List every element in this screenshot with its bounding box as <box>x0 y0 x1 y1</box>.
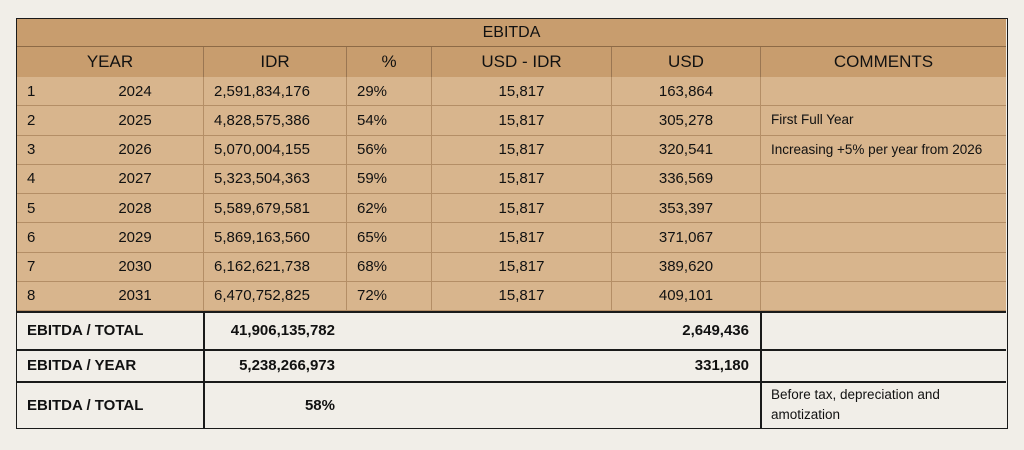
table-cell-year: 2025 <box>67 106 204 136</box>
table-cell-rate: 15,817 <box>432 281 612 311</box>
summary-cell-usd <box>612 382 761 428</box>
table-cell-comment <box>761 194 1006 224</box>
summary-cell-comment <box>761 350 1006 381</box>
table-cell-idr: 6,470,752,825 <box>204 281 347 311</box>
header-idr: IDR <box>204 47 347 77</box>
table-cell-idr: 5,070,004,155 <box>204 135 347 165</box>
divider <box>17 349 1006 351</box>
table-cell-n: 8 <box>17 281 67 311</box>
header-percent: % <box>347 47 432 77</box>
table-cell-idr: 2,591,834,176 <box>204 77 347 107</box>
summary-cell-idr: 58% <box>204 382 347 428</box>
table-cell-comment: Increasing +5% per year from 2026 <box>761 135 1006 165</box>
table-cell-rate: 15,817 <box>432 223 612 253</box>
divider <box>17 311 1006 313</box>
table-cell-idr: 6,162,621,738 <box>204 252 347 282</box>
table-cell-usd: 409,101 <box>612 281 761 311</box>
table-cell-year: 2026 <box>67 135 204 165</box>
table-cell-pct: 65% <box>347 223 432 253</box>
table-cell-year: 2027 <box>67 164 204 194</box>
table-cell-comment <box>761 77 1006 107</box>
summary-cell-comment: Before tax, depreciation and amotization <box>761 382 1006 428</box>
summary-cell-usd: 2,649,436 <box>612 312 761 349</box>
table-cell-year: 2029 <box>67 223 204 253</box>
summary-cell-idr: 5,238,266,973 <box>204 350 347 381</box>
divider <box>203 311 205 428</box>
table-cell-idr: 5,589,679,581 <box>204 194 347 224</box>
table-cell-usd: 320,541 <box>612 135 761 165</box>
table-cell-n: 2 <box>17 106 67 136</box>
ebitda-table: EBITDA YEAR IDR % USD - IDR USD COMMENTS… <box>16 18 1008 429</box>
table-cell-pct: 54% <box>347 106 432 136</box>
table-cell-n: 3 <box>17 135 67 165</box>
summary-cell-label: EBITDA / YEAR <box>17 350 203 381</box>
header-usd-idr: USD - IDR <box>432 47 612 77</box>
table-cell-pct: 68% <box>347 252 432 282</box>
divider <box>760 311 762 428</box>
table-cell-n: 1 <box>17 77 67 107</box>
table-cell-pct: 29% <box>347 77 432 107</box>
table-cell-n: 7 <box>17 252 67 282</box>
table-cell-usd: 371,067 <box>612 223 761 253</box>
header-usd: USD <box>612 47 761 77</box>
table-cell-usd: 389,620 <box>612 252 761 282</box>
table-cell-pct: 72% <box>347 281 432 311</box>
summary-cell-label: EBITDA / TOTAL <box>17 382 203 428</box>
table-cell-comment <box>761 223 1006 253</box>
table-cell-rate: 15,817 <box>432 164 612 194</box>
table-cell-usd: 163,864 <box>612 77 761 107</box>
table-cell-rate: 15,817 <box>432 252 612 282</box>
table-cell-comment <box>761 281 1006 311</box>
table-cell-n: 4 <box>17 164 67 194</box>
header-comments: COMMENTS <box>761 47 1006 77</box>
table-cell-idr: 5,869,163,560 <box>204 223 347 253</box>
summary-cell-usd: 331,180 <box>612 350 761 381</box>
header-year: YEAR <box>17 47 204 77</box>
table-cell-usd: 336,569 <box>612 164 761 194</box>
table-cell-pct: 59% <box>347 164 432 194</box>
table-cell-rate: 15,817 <box>432 106 612 136</box>
table-cell-idr: 5,323,504,363 <box>204 164 347 194</box>
table-cell-rate: 15,817 <box>432 194 612 224</box>
table-cell-idr: 4,828,575,386 <box>204 106 347 136</box>
table-cell-usd: 305,278 <box>612 106 761 136</box>
table-title: EBITDA <box>17 19 1006 47</box>
table-cell-year: 2030 <box>67 252 204 282</box>
divider <box>17 381 1006 383</box>
table-cell-n: 5 <box>17 194 67 224</box>
table-cell-pct: 62% <box>347 194 432 224</box>
summary-cell-idr: 41,906,135,782 <box>204 312 347 349</box>
summary-cell-label: EBITDA / TOTAL <box>17 312 203 349</box>
table-cell-year: 2031 <box>67 281 204 311</box>
table-cell-pct: 56% <box>347 135 432 165</box>
table-cell-n: 6 <box>17 223 67 253</box>
table-cell-comment: First Full Year <box>761 106 1006 136</box>
table-cell-usd: 353,397 <box>612 194 761 224</box>
table-cell-year: 2024 <box>67 77 204 107</box>
table-cell-comment <box>761 252 1006 282</box>
table-cell-comment <box>761 164 1006 194</box>
table-cell-year: 2028 <box>67 194 204 224</box>
table-cell-rate: 15,817 <box>432 135 612 165</box>
table-cell-rate: 15,817 <box>432 77 612 107</box>
summary-cell-comment <box>761 312 1006 349</box>
